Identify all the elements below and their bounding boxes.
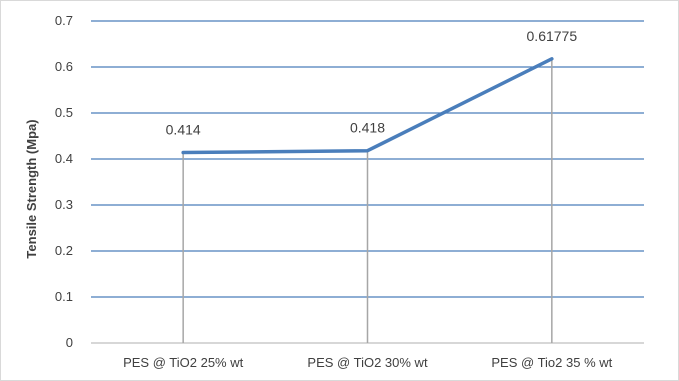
y-tick-label: 0.6 [55, 59, 73, 74]
x-category-label: PES @ TiO2 25% wt [123, 355, 244, 370]
y-tick-label: 0.4 [55, 151, 73, 166]
y-axis-title: Tensile Strength (Mpa) [24, 119, 39, 258]
y-tick-label: 0.3 [55, 197, 73, 212]
x-category-label: PES @ Tio2 35 % wt [491, 355, 612, 370]
data-labels: 0.414 0.418 0.61775 [166, 28, 578, 138]
drop-lines [182, 58, 553, 343]
x-category-label: PES @ TiO2 30% wt [307, 355, 428, 370]
y-tick-label: 0.7 [55, 13, 73, 28]
data-label: 0.61775 [527, 28, 578, 44]
series-line [181, 57, 554, 155]
y-tick-label: 0.2 [55, 243, 73, 258]
y-tick-label: 0 [66, 335, 73, 350]
y-axis-ticks: 0 0.1 0.2 0.3 0.4 0.5 0.6 0.7 [55, 13, 73, 350]
series [181, 57, 554, 155]
x-axis-categories: PES @ TiO2 25% wt PES @ TiO2 30% wt PES @ … [123, 355, 613, 370]
data-label: 0.414 [166, 122, 201, 138]
data-label: 0.418 [350, 120, 385, 136]
y-tick-label: 0.5 [55, 105, 73, 120]
y-tick-label: 0.1 [55, 289, 73, 304]
